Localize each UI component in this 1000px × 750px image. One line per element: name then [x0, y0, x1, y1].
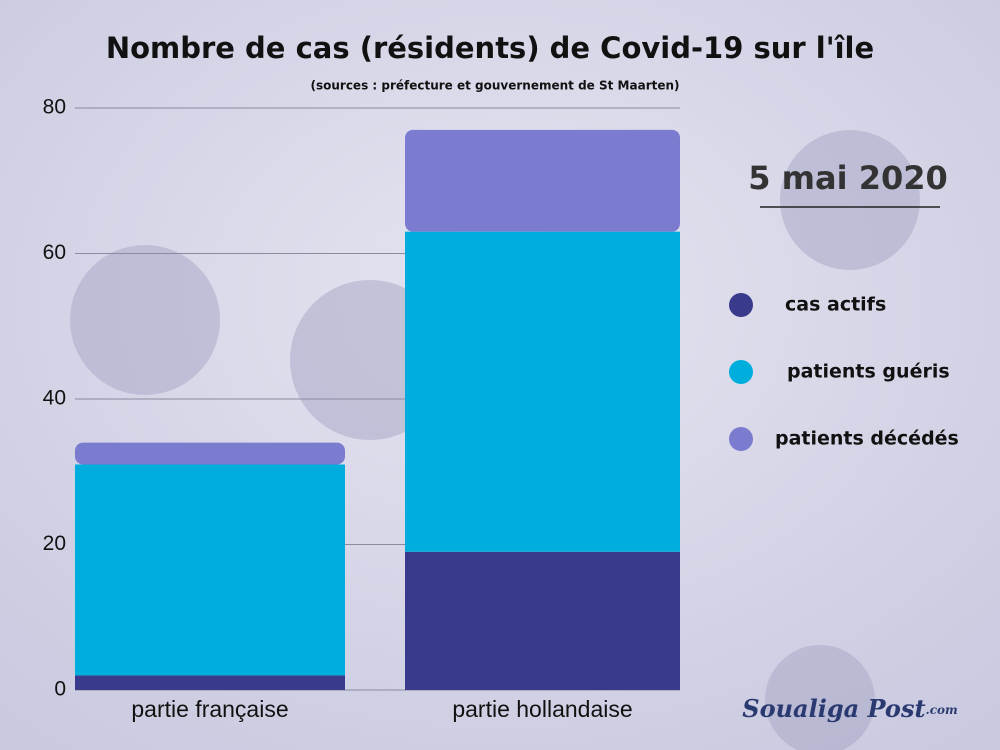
logo: Soualiga Post.com [742, 694, 957, 723]
legend-label: cas actifs [785, 294, 886, 316]
y-tick-label: 0 [54, 678, 66, 701]
legend-swatch [729, 293, 753, 317]
bar-segment [75, 464, 345, 676]
chart-title: Nombre de cas (résidents) de Covid-19 su… [106, 31, 874, 65]
y-tick-label: 20 [43, 532, 66, 555]
bar-segment [405, 231, 680, 552]
chart-subtitle: (sources : préfecture et gouvernement de… [310, 79, 679, 93]
x-tick-label: partie française [131, 696, 288, 722]
bar-segment [405, 551, 680, 690]
logo-name: Soualiga Post [742, 694, 925, 723]
bar-segment [405, 129, 680, 232]
legend-swatch [729, 360, 753, 384]
legend-label: patients guéris [787, 361, 950, 383]
date-label: 5 mai 2020 [748, 159, 948, 197]
legend-label: patients décédés [775, 428, 959, 450]
y-tick-label: 80 [43, 96, 66, 119]
bar-segment [75, 442, 345, 465]
y-tick-label: 40 [43, 387, 66, 410]
y-tick-label: 60 [43, 241, 66, 264]
x-tick-label: partie hollandaise [452, 696, 632, 722]
legend-swatch [729, 427, 753, 451]
bar-segment [75, 675, 345, 690]
logo-suffix: .com [926, 703, 958, 717]
